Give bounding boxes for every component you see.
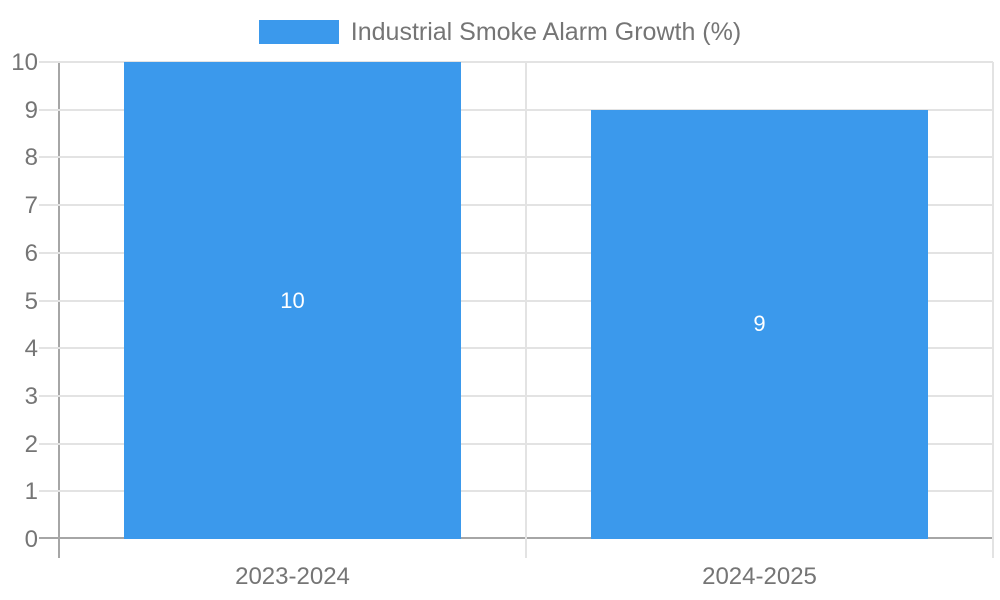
x-axis-line — [39, 537, 993, 539]
bar[interactable] — [591, 109, 928, 539]
x-gridline — [992, 62, 994, 558]
y-axis-tick-label: 2 — [24, 430, 38, 458]
y-tick — [39, 61, 59, 63]
x-gridline — [525, 62, 527, 558]
y-axis-tick-label: 6 — [24, 239, 38, 267]
y-tick — [39, 204, 59, 207]
x-axis-tick-label: 2024-2025 — [702, 563, 817, 590]
legend-label: Industrial Smoke Alarm Growth (%) — [350, 17, 742, 46]
y-axis-tick-label: 4 — [24, 335, 38, 363]
y-tick — [39, 394, 59, 397]
y-axis-tick-label: 3 — [24, 382, 38, 410]
y-axis-tick-label: 1 — [24, 478, 38, 506]
bar-value-label: 10 — [280, 287, 305, 313]
y-axis-tick-label: 8 — [24, 144, 38, 172]
y-axis-tick-label: 5 — [24, 287, 38, 315]
y-tick — [39, 108, 59, 111]
bar-value-label: 9 — [753, 311, 766, 337]
y-tick — [39, 299, 59, 302]
bar[interactable] — [124, 62, 461, 539]
y-tick — [39, 251, 59, 254]
y-tick — [39, 347, 59, 350]
x-axis-tick-label: 2023-2024 — [235, 563, 350, 590]
y-axis-tick-label: 9 — [24, 96, 38, 124]
y-axis-tick-label: 10 — [11, 49, 38, 76]
y-tick — [39, 156, 59, 159]
legend-swatch — [258, 20, 339, 44]
y-tick — [39, 490, 59, 493]
y-axis-tick-label: 0 — [24, 526, 38, 553]
y-axis-tick-label: 7 — [24, 192, 38, 220]
y-tick — [39, 442, 59, 445]
plot-area: 0 1 2 3 4 5 6 7 8 9 10 10 2023-2024 9 2024-2025 — [11, 49, 994, 590]
y-axis-line — [58, 62, 60, 558]
chart-legend-item[interactable]: Industrial Smoke Alarm Growth (%) — [0, 17, 1000, 46]
